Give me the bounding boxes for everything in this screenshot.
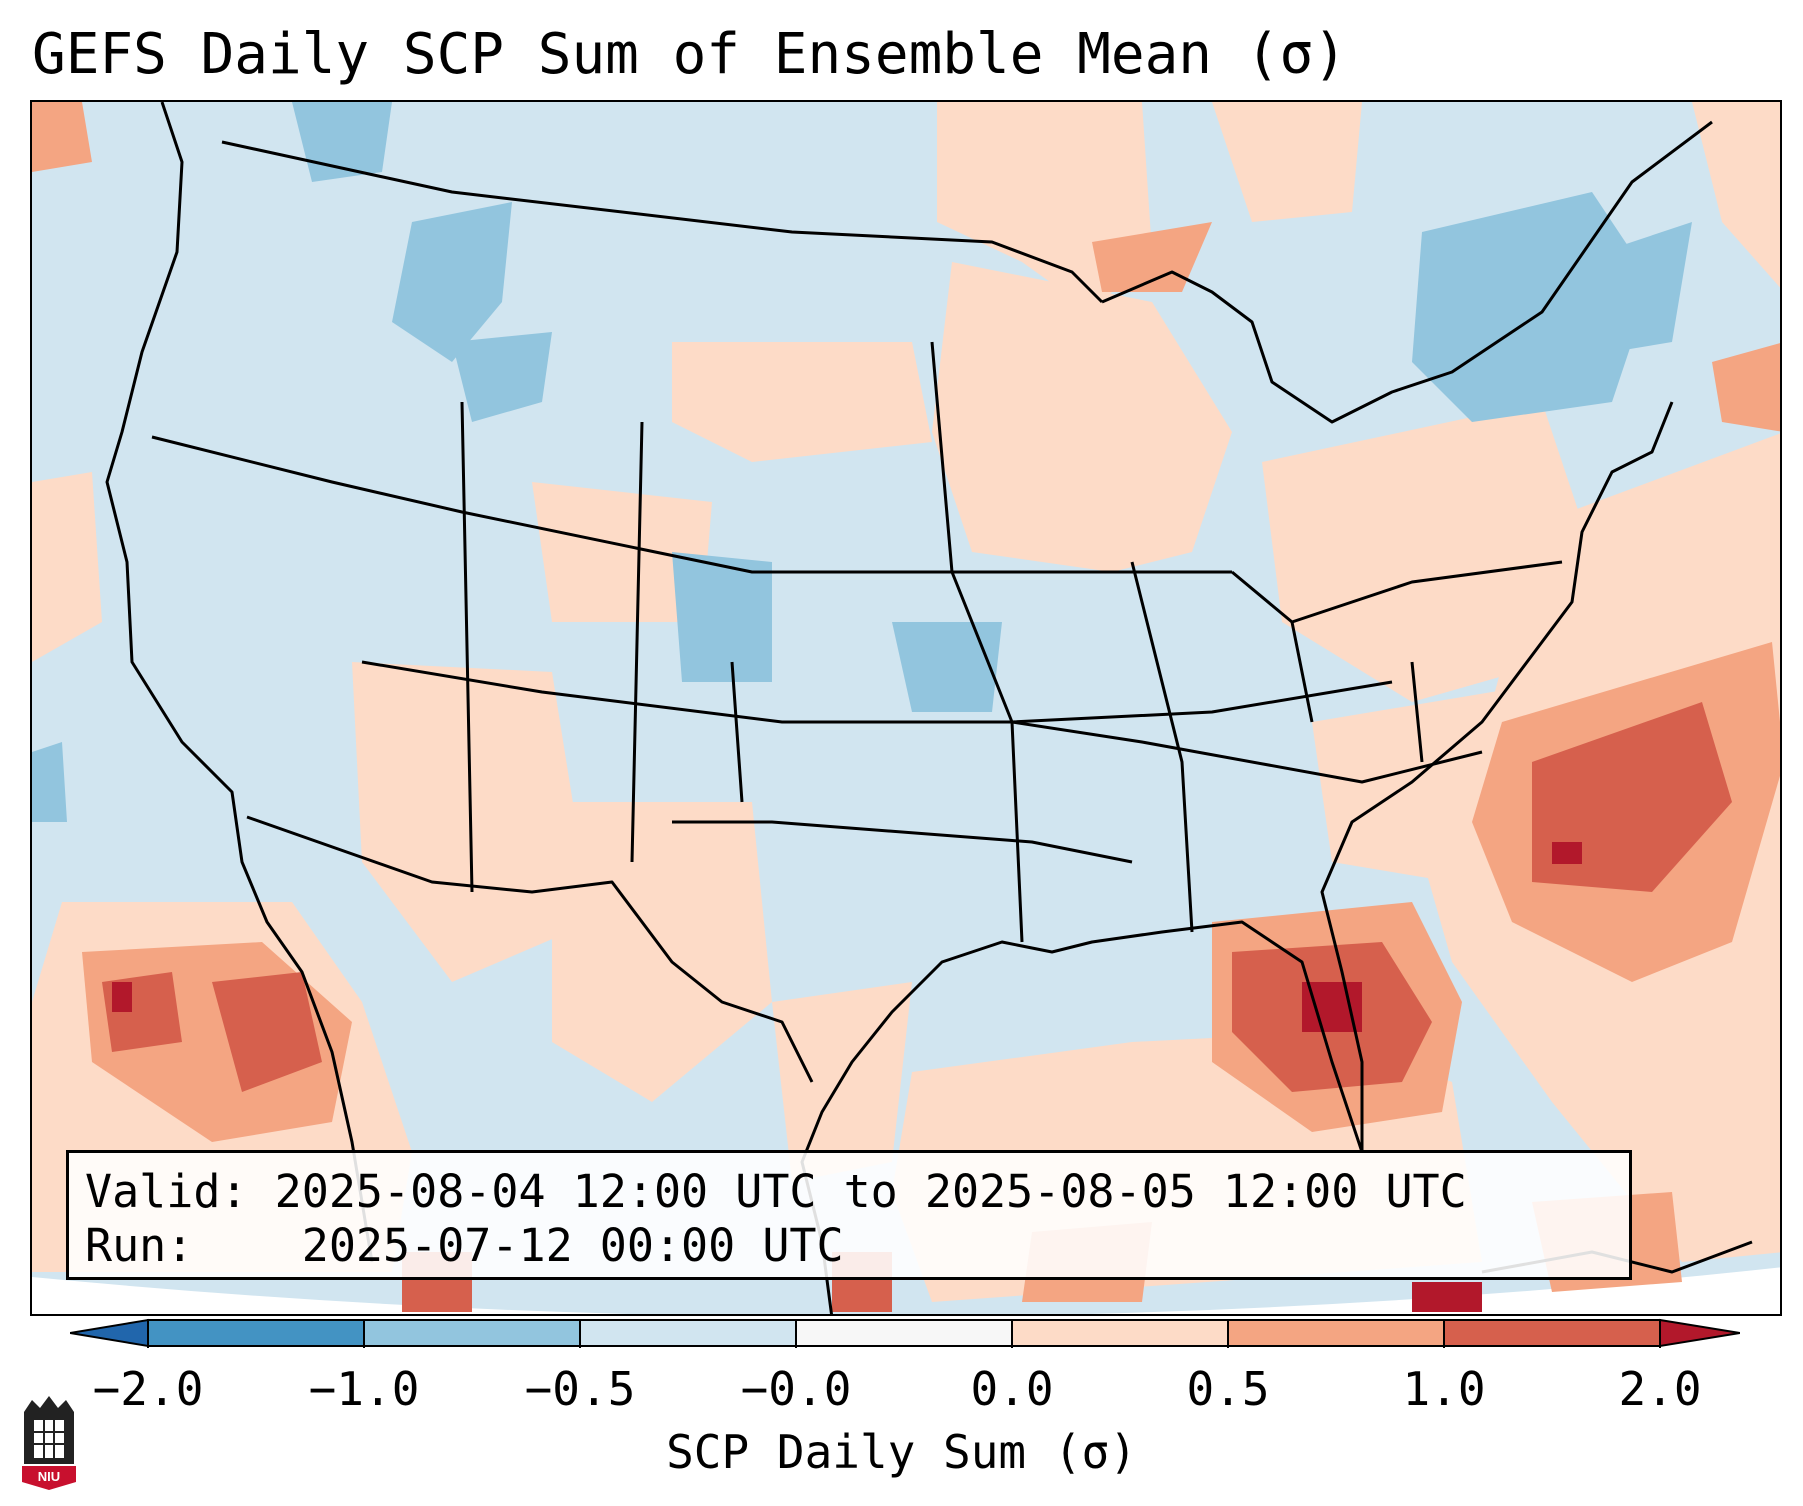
map-svg bbox=[32, 102, 1780, 1314]
interior-4 bbox=[672, 820, 1133, 864]
mexico-border bbox=[246, 815, 814, 1083]
colorbar-label: SCP Daily Sum (σ) bbox=[666, 1425, 1137, 1479]
interior-7 bbox=[1231, 560, 1563, 624]
tick-label-3: −0.5 bbox=[524, 1362, 636, 1416]
chart-title: GEFS Daily SCP Sum of Ensemble Mean (σ) bbox=[32, 22, 1347, 87]
tick-label-2: −1.0 bbox=[308, 1362, 420, 1416]
niu-logo-text: NIU bbox=[38, 1469, 60, 1484]
colorbar-seg-3 bbox=[580, 1320, 796, 1346]
colorbar-seg-2 bbox=[364, 1320, 580, 1346]
tick-label-4: −0.0 bbox=[740, 1362, 852, 1416]
colorbar-extend-high bbox=[1659, 1318, 1740, 1348]
boundaries bbox=[105, 102, 1753, 1314]
tick-label-7: 1.0 bbox=[1402, 1362, 1486, 1416]
valid-run-box: Valid: 2025-08-04 12:00 UTC to 2025-08-0… bbox=[66, 1150, 1632, 1280]
colorbar-seg-4 bbox=[796, 1320, 1012, 1346]
colorbar-seg-7 bbox=[1444, 1320, 1660, 1346]
run-value: 2025-07-12 00:00 UTC bbox=[301, 1219, 844, 1272]
projection-outside bbox=[32, 1267, 1780, 1314]
interior-3 bbox=[1011, 720, 1483, 784]
field-mid-blue bbox=[32, 102, 1692, 822]
colorbar-seg-1 bbox=[148, 1320, 364, 1346]
niu-logo: NIU bbox=[20, 1392, 78, 1492]
valid-value: 2025-08-04 12:00 UTC to 2025-08-05 12:00… bbox=[274, 1165, 1467, 1218]
gulf-coast bbox=[800, 920, 1364, 1314]
field-dark-red bbox=[112, 842, 1582, 1312]
tick-label-1: −2.0 bbox=[92, 1362, 204, 1416]
tick-label-5: 0.0 bbox=[970, 1362, 1054, 1416]
interior-1 bbox=[151, 435, 1232, 574]
interior-5 bbox=[460, 341, 1024, 943]
east-coast bbox=[1320, 401, 1674, 1152]
map-panel bbox=[30, 100, 1782, 1316]
niu-logo-icon: NIU bbox=[22, 1396, 76, 1490]
run-label: Run: bbox=[85, 1219, 194, 1272]
colorbar-svg bbox=[70, 1318, 1740, 1348]
colorbar bbox=[70, 1318, 1740, 1348]
interior-2 bbox=[361, 660, 1393, 724]
tick-label-8: 2.0 bbox=[1618, 1362, 1702, 1416]
valid-label: Valid: bbox=[85, 1165, 248, 1218]
canada-border bbox=[221, 140, 1104, 304]
colorbar-ticks bbox=[147, 1320, 1661, 1348]
great-lakes bbox=[1101, 120, 1713, 424]
tick-label-6: 0.5 bbox=[1186, 1362, 1270, 1416]
colorbar-extend-low bbox=[70, 1318, 149, 1348]
colorbar-seg-6 bbox=[1228, 1320, 1444, 1346]
west-coast bbox=[105, 102, 374, 1263]
interior-6 bbox=[1130, 561, 1424, 933]
colorbar-seg-5 bbox=[1012, 1320, 1228, 1346]
